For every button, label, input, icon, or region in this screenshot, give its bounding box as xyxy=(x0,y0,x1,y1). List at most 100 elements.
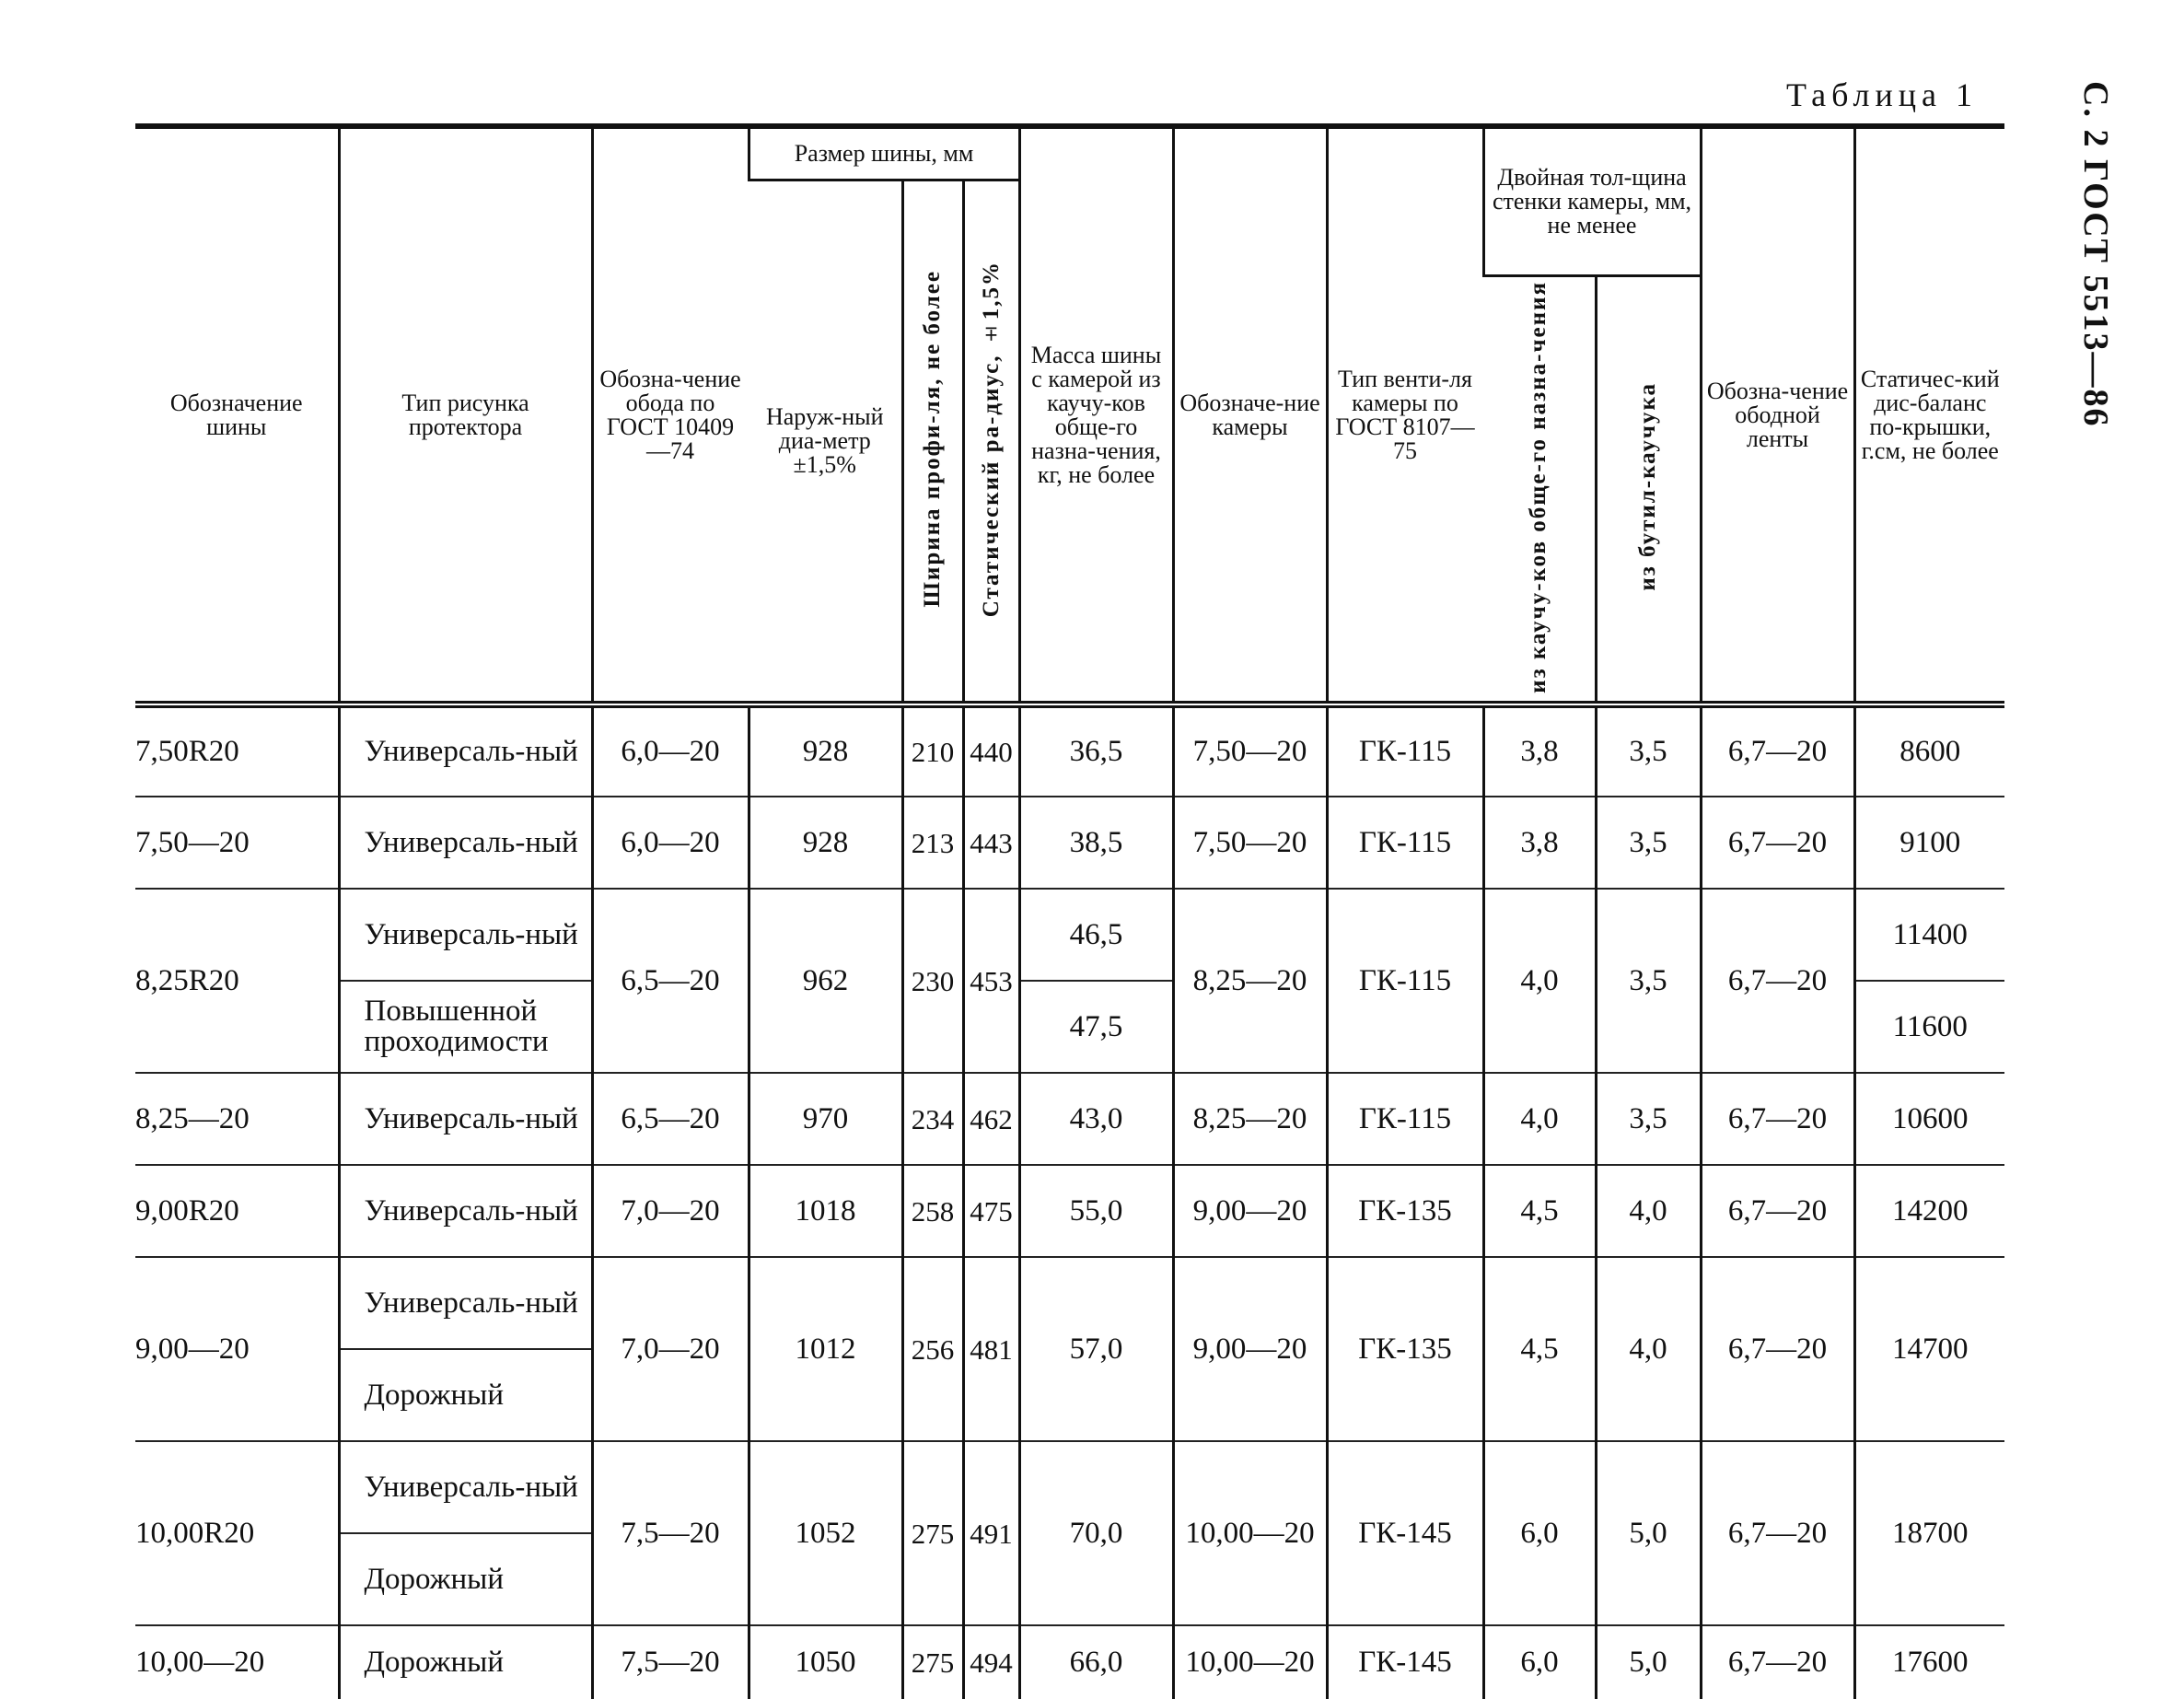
cell-wall-butyl: 3,5 xyxy=(1594,704,1702,798)
table-row: 8,25R20 Универсаль-ный 6,5—20 962 230 453 46,5… xyxy=(135,889,2005,1075)
cell-mass: 38,5 xyxy=(1017,797,1173,890)
header-radius-text: Статический ра-диус, ±1,5% xyxy=(978,260,1004,618)
header-tire: Обозначение шины xyxy=(135,122,339,709)
cell-wall-butyl: 5,0 xyxy=(1594,1441,1702,1627)
cell-wall-rubber: 4,0 xyxy=(1481,889,1596,1075)
cell-tape: 6,7—20 xyxy=(1699,1165,1855,1259)
cell-tape: 6,7—20 xyxy=(1699,1441,1855,1627)
cell-wall-rubber: 4,0 xyxy=(1481,1073,1596,1167)
cell-outer-diameter: 1018 xyxy=(747,1165,902,1259)
cell-mass: 47,5 xyxy=(1017,981,1173,1075)
cell-camera: 8,25—20 xyxy=(1171,1073,1327,1167)
cell-radius: 491 xyxy=(961,1441,1019,1627)
cell-valve: ГК-115 xyxy=(1325,889,1483,1075)
cell-pattern: Повышенной проходимости xyxy=(337,981,592,1075)
cell-radius: 494 xyxy=(961,1625,1019,1699)
cell-outer-diameter: 962 xyxy=(747,889,902,1075)
header-mass: Масса шины с камерой из каучу-ков обще-г… xyxy=(1017,122,1173,709)
cell-pattern: Дорожный xyxy=(337,1625,592,1699)
cell-valve: ГК-135 xyxy=(1325,1257,1483,1443)
header-wall-rubber-text: из каучу-ков обще-го назна-чения xyxy=(1526,280,1551,693)
cell-tire: 7,50R20 xyxy=(135,704,339,798)
cell-disbalance: 18700 xyxy=(1853,1441,2005,1627)
header-pattern: Тип рисунка протектора xyxy=(337,122,592,709)
cell-radius: 453 xyxy=(961,889,1019,1075)
cell-tape: 6,7—20 xyxy=(1699,1625,1855,1699)
cell-width: 258 xyxy=(900,1165,963,1259)
header-radius: Статический ра-диус, ±1,5% xyxy=(961,180,1019,709)
cell-mass: 70,0 xyxy=(1017,1441,1173,1627)
cell-mass: 57,0 xyxy=(1017,1257,1173,1443)
cell-wall-butyl: 3,5 xyxy=(1594,797,1702,890)
cell-disbalance: 8600 xyxy=(1853,704,2005,798)
cell-camera: 10,00—20 xyxy=(1171,1441,1327,1627)
cell-radius: 475 xyxy=(961,1165,1019,1259)
table-row: 7,50R20 Универсаль-ный 6,0—20 928 210 440 36,5… xyxy=(135,704,2005,798)
table-row: 9,00—20 Универсаль-ный 7,0—20 1012 256 481 57,… xyxy=(135,1257,2005,1443)
header-wall-group: Двойная тол-щина стенки камеры, мм, не м… xyxy=(1481,123,1702,277)
cell-width: 234 xyxy=(900,1073,963,1167)
cell-valve: ГК-145 xyxy=(1325,1625,1483,1699)
cell-mass: 55,0 xyxy=(1017,1165,1173,1259)
cell-tire: 8,25—20 xyxy=(135,1073,339,1167)
cell-outer-diameter: 1012 xyxy=(747,1257,902,1443)
cell-pattern: Универсаль-ный xyxy=(337,1441,592,1535)
cell-rim: 6,5—20 xyxy=(590,889,749,1075)
cell-camera: 9,00—20 xyxy=(1171,1257,1327,1443)
cell-mass: 46,5 xyxy=(1017,889,1173,983)
cell-mass: 66,0 xyxy=(1017,1625,1173,1699)
table-row: 9,00R20 Универсаль-ный 7,0—20 1018 258 475 55,… xyxy=(135,1165,2005,1259)
header-size-group: Размер шины, мм xyxy=(747,123,1019,181)
cell-pattern: Дорожный xyxy=(337,1349,592,1443)
header-width-text: Ширина профи-ля, не более xyxy=(920,270,945,608)
cell-outer-diameter: 1052 xyxy=(747,1441,902,1627)
cell-rim: 6,5—20 xyxy=(590,1073,749,1167)
header-tape: Обозна-чение ободной ленты xyxy=(1699,122,1855,709)
cell-tire: 7,50—20 xyxy=(135,797,339,890)
cell-width: 275 xyxy=(900,1441,963,1627)
cell-width: 230 xyxy=(900,889,963,1075)
cell-valve: ГК-115 xyxy=(1325,797,1483,890)
header-wall-rubber: из каучу-ков обще-го назна-чения xyxy=(1483,275,1596,709)
header-camera: Обозначе-ние камеры xyxy=(1171,122,1327,709)
cell-radius: 481 xyxy=(961,1257,1019,1443)
table-caption: Таблица 1 xyxy=(1786,76,1978,113)
cell-valve: ГК-115 xyxy=(1325,704,1483,798)
cell-pattern: Универсаль-ный xyxy=(337,704,592,798)
cell-outer-diameter: 928 xyxy=(747,704,902,798)
cell-width: 256 xyxy=(900,1257,963,1443)
cell-wall-butyl: 3,5 xyxy=(1594,1073,1702,1167)
cell-camera: 10,00—20 xyxy=(1171,1625,1327,1699)
cell-rim: 7,5—20 xyxy=(590,1625,749,1699)
cell-pattern: Дорожный xyxy=(337,1533,592,1627)
table-row: 10,00R20 Универсаль-ный 7,5—20 1052 275 491 70… xyxy=(135,1441,2005,1627)
cell-disbalance: 17600 xyxy=(1853,1625,2005,1699)
cell-valve: ГК-145 xyxy=(1325,1441,1483,1627)
cell-camera: 8,25—20 xyxy=(1171,889,1327,1075)
page-header-standard: С. 2 ГОСТ 5513—86 xyxy=(2076,81,2115,428)
table-row: 10,00—20 Дорожный 7,5—20 1050 275 494 66,0 10,0… xyxy=(135,1625,2005,1699)
cell-pattern: Универсаль-ный xyxy=(337,797,592,890)
cell-outer-diameter: 970 xyxy=(747,1073,902,1167)
cell-disbalance: 11600 xyxy=(1853,981,2005,1075)
cell-wall-butyl: 3,5 xyxy=(1594,889,1702,1075)
header-width: Ширина профи-ля, не более xyxy=(900,180,963,709)
cell-wall-butyl: 5,0 xyxy=(1594,1625,1702,1699)
cell-wall-rubber: 6,0 xyxy=(1481,1625,1596,1699)
cell-disbalance: 14200 xyxy=(1853,1165,2005,1259)
cell-wall-rubber: 3,8 xyxy=(1481,797,1596,890)
header-valve: Тип венти-ля камеры по ГОСТ 8107—75 xyxy=(1325,122,1483,709)
cell-rim: 7,5—20 xyxy=(590,1441,749,1627)
cell-disbalance: 11400 xyxy=(1853,889,2005,983)
cell-pattern: Универсаль-ный xyxy=(337,1073,592,1167)
cell-radius: 443 xyxy=(961,797,1019,890)
cell-disbalance: 9100 xyxy=(1853,797,2005,890)
cell-outer-diameter: 1050 xyxy=(747,1625,902,1699)
cell-rim: 6,0—20 xyxy=(590,797,749,890)
cell-radius: 440 xyxy=(961,704,1019,798)
cell-disbalance: 14700 xyxy=(1853,1257,2005,1443)
cell-camera: 9,00—20 xyxy=(1171,1165,1327,1259)
table-row: 7,50—20 Универсаль-ный 6,0—20 928 213 443 38,5… xyxy=(135,797,2005,890)
cell-tire: 9,00—20 xyxy=(135,1257,339,1443)
cell-wall-rubber: 6,0 xyxy=(1481,1441,1596,1627)
